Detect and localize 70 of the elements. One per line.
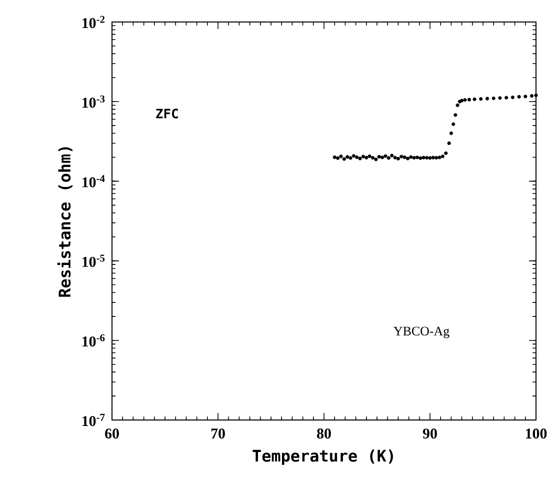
y-tick-label: 10$^{-7}$: [82, 414, 105, 426]
point: [352, 154, 356, 158]
point: [517, 94, 521, 99]
point: [418, 156, 422, 160]
y-tick-label: 10$^{-5}$: [82, 254, 105, 267]
point: [534, 94, 538, 98]
point: [332, 155, 336, 160]
x-tick-label: 70: [211, 428, 225, 439]
point: [415, 156, 420, 160]
point: [342, 157, 346, 161]
point: [368, 154, 372, 158]
point: [452, 122, 456, 126]
point: [449, 131, 453, 136]
point: [386, 156, 390, 160]
point: [336, 156, 340, 160]
point: [412, 156, 416, 160]
y-tick-label: 10$^{-4}$: [82, 175, 105, 188]
point: [447, 141, 451, 146]
point: [431, 156, 435, 160]
point: [384, 154, 388, 158]
annotation: YBCO-Ag: [394, 326, 450, 338]
x-axis-title: Temperature (K): [252, 449, 393, 465]
point: [485, 96, 490, 100]
point: [390, 154, 394, 158]
point: [355, 155, 359, 160]
point: [454, 113, 458, 117]
y-axis-title: Resistance (ohm): [57, 147, 72, 297]
point: [339, 154, 343, 158]
point: [393, 156, 397, 160]
point: [425, 156, 429, 160]
annotation: ZFC: [156, 108, 178, 118]
point: [472, 97, 476, 102]
point: [409, 155, 413, 159]
point: [504, 96, 508, 100]
point: [498, 96, 502, 100]
point: [374, 158, 378, 162]
point: [444, 151, 448, 155]
point: [479, 97, 483, 101]
point: [400, 154, 404, 158]
point: [402, 155, 406, 160]
x-tick-label: 60: [105, 428, 119, 439]
point: [406, 156, 410, 160]
x-tick-label: 80: [317, 428, 331, 439]
point: [440, 154, 445, 158]
point: [364, 156, 368, 160]
y-tick-label: 10$^{-3}$: [82, 95, 105, 108]
point: [530, 94, 534, 98]
y-tick-label: 10$^{-2}$: [82, 16, 105, 28]
point: [380, 156, 384, 160]
point: [396, 156, 400, 160]
point: [377, 154, 381, 159]
point: [524, 94, 528, 98]
point: [438, 156, 442, 160]
point: [346, 155, 350, 159]
point: [434, 156, 438, 160]
point: [463, 98, 467, 102]
point: [370, 156, 375, 160]
point: [456, 103, 460, 108]
point: [361, 154, 366, 158]
x-tick-label: 100: [526, 428, 547, 439]
point: [358, 156, 362, 160]
y-tick-label: 10$^{-6}$: [82, 334, 105, 347]
point: [467, 98, 472, 102]
point: [510, 96, 514, 100]
point: [460, 98, 464, 102]
x-tick-label: 90: [422, 428, 437, 439]
point: [428, 156, 432, 160]
point: [348, 156, 352, 160]
point: [422, 156, 426, 160]
point: [492, 96, 496, 100]
